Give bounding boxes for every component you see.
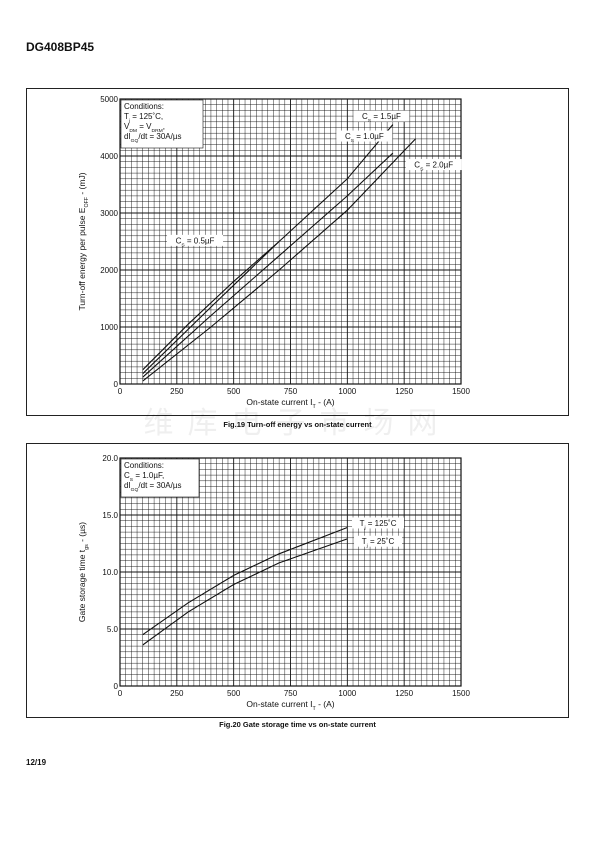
conditions-line: Tj = 125˚C, <box>124 112 163 124</box>
x-tick-label: 500 <box>227 689 241 698</box>
figure-19-frame: 0 250 500 750 1000 1250 1500 0 1000 2000 3000 4000 5… <box>26 88 569 416</box>
x-tick-label: 500 <box>227 387 241 396</box>
conditions-box <box>120 99 204 149</box>
x-axis-title: On-state current IT - (A) <box>246 397 334 410</box>
x-tick-label: 1000 <box>338 689 356 698</box>
x-tick-label: 1250 <box>395 689 413 698</box>
series-line-3 <box>142 138 416 382</box>
conditions-line: Conditions: <box>124 102 164 111</box>
y-tick-label: 4000 <box>100 152 118 161</box>
y-tick-label: 20.0 <box>102 454 118 463</box>
x-tick-label: 1250 <box>395 387 413 396</box>
y-tick-label: 0 <box>114 380 119 389</box>
series-label-1: CS = 1.0µF <box>345 132 384 144</box>
series-label-bg <box>336 130 393 142</box>
document-title: DG408BP45 <box>26 40 95 54</box>
y-tick-label: 3000 <box>100 209 118 218</box>
y-tick-label: 15.0 <box>102 511 118 520</box>
series-label-1: Tj = 25˚C <box>362 537 395 549</box>
x-tick-label: 0 <box>118 387 123 396</box>
y-tick-label: 10.0 <box>102 568 118 577</box>
x-tick-label: 1500 <box>452 387 470 396</box>
conditions-line: dIGQ/dt = 30A/µs <box>124 132 181 144</box>
conditions-line: dIGQ/dt = 30A/µs <box>124 481 181 493</box>
y-tick-label: 0 <box>114 682 119 691</box>
chart-turn-off-energy: 0 250 500 750 1000 1250 1500 0 1000 2000 3000 4000 5… <box>77 95 470 410</box>
x-tick-label: 1500 <box>452 689 470 698</box>
y-tick-label: 5.0 <box>107 625 119 634</box>
conditions-line: VDM = VDRM, <box>124 122 165 134</box>
y-axis-title: Gate storage time tgs - (µs) <box>77 522 90 622</box>
y-tick-label: 1000 <box>100 323 118 332</box>
plot-area-border <box>119 98 462 385</box>
conditions-line: CS = 1.0µF, <box>124 471 164 483</box>
chart-gate-storage-time: 0 250 500 750 1000 1250 1500 0 5.0 10.0 15.0 20.0 On… <box>77 454 470 712</box>
x-axis-title: On-state current IT - (A) <box>246 699 334 712</box>
series-label-bg <box>167 234 224 246</box>
x-tick-label: 250 <box>170 387 184 396</box>
series-label-bg <box>352 517 405 529</box>
figure-19-caption: Fig.19 Turn-off energy vs on-state curre… <box>223 420 372 429</box>
series-label-bg <box>405 159 462 171</box>
figure-20-caption: Fig.20 Gate storage time vs on-state cur… <box>219 720 376 729</box>
conditions-line: Conditions: <box>124 461 164 470</box>
conditions-box <box>120 458 200 498</box>
series-label-3: CS = 2.0µF <box>414 161 453 173</box>
x-tick-label: 750 <box>284 387 298 396</box>
series-label-0: CS = 0.5µF <box>176 236 215 248</box>
series-label-bg <box>354 535 403 547</box>
x-tick-label: 750 <box>284 689 298 698</box>
x-tick-label: 250 <box>170 689 184 698</box>
y-tick-label: 2000 <box>100 266 118 275</box>
y-axis-title: Turn-off energy per pulse EOFF - (mJ) <box>77 172 90 310</box>
series-line-0 <box>142 241 280 371</box>
x-tick-label: 0 <box>118 689 123 698</box>
series-line-1 <box>142 538 348 646</box>
figure-20-frame: 0 250 500 750 1000 1250 1500 0 5.0 10.0 15.0 20.0 On… <box>26 443 569 718</box>
series-label-2: CS = 1.5µF <box>362 112 401 124</box>
series-line-0 <box>142 526 348 636</box>
x-tick-label: 1000 <box>338 387 356 396</box>
series-line-2 <box>142 152 394 378</box>
series-line-1 <box>142 124 394 375</box>
series-label-bg <box>353 110 410 122</box>
plot-area-border <box>119 457 462 687</box>
y-tick-label: 5000 <box>100 95 118 104</box>
page-number: 12/19 <box>26 758 47 767</box>
series-label-0: Tj = 125˚C <box>360 519 397 531</box>
